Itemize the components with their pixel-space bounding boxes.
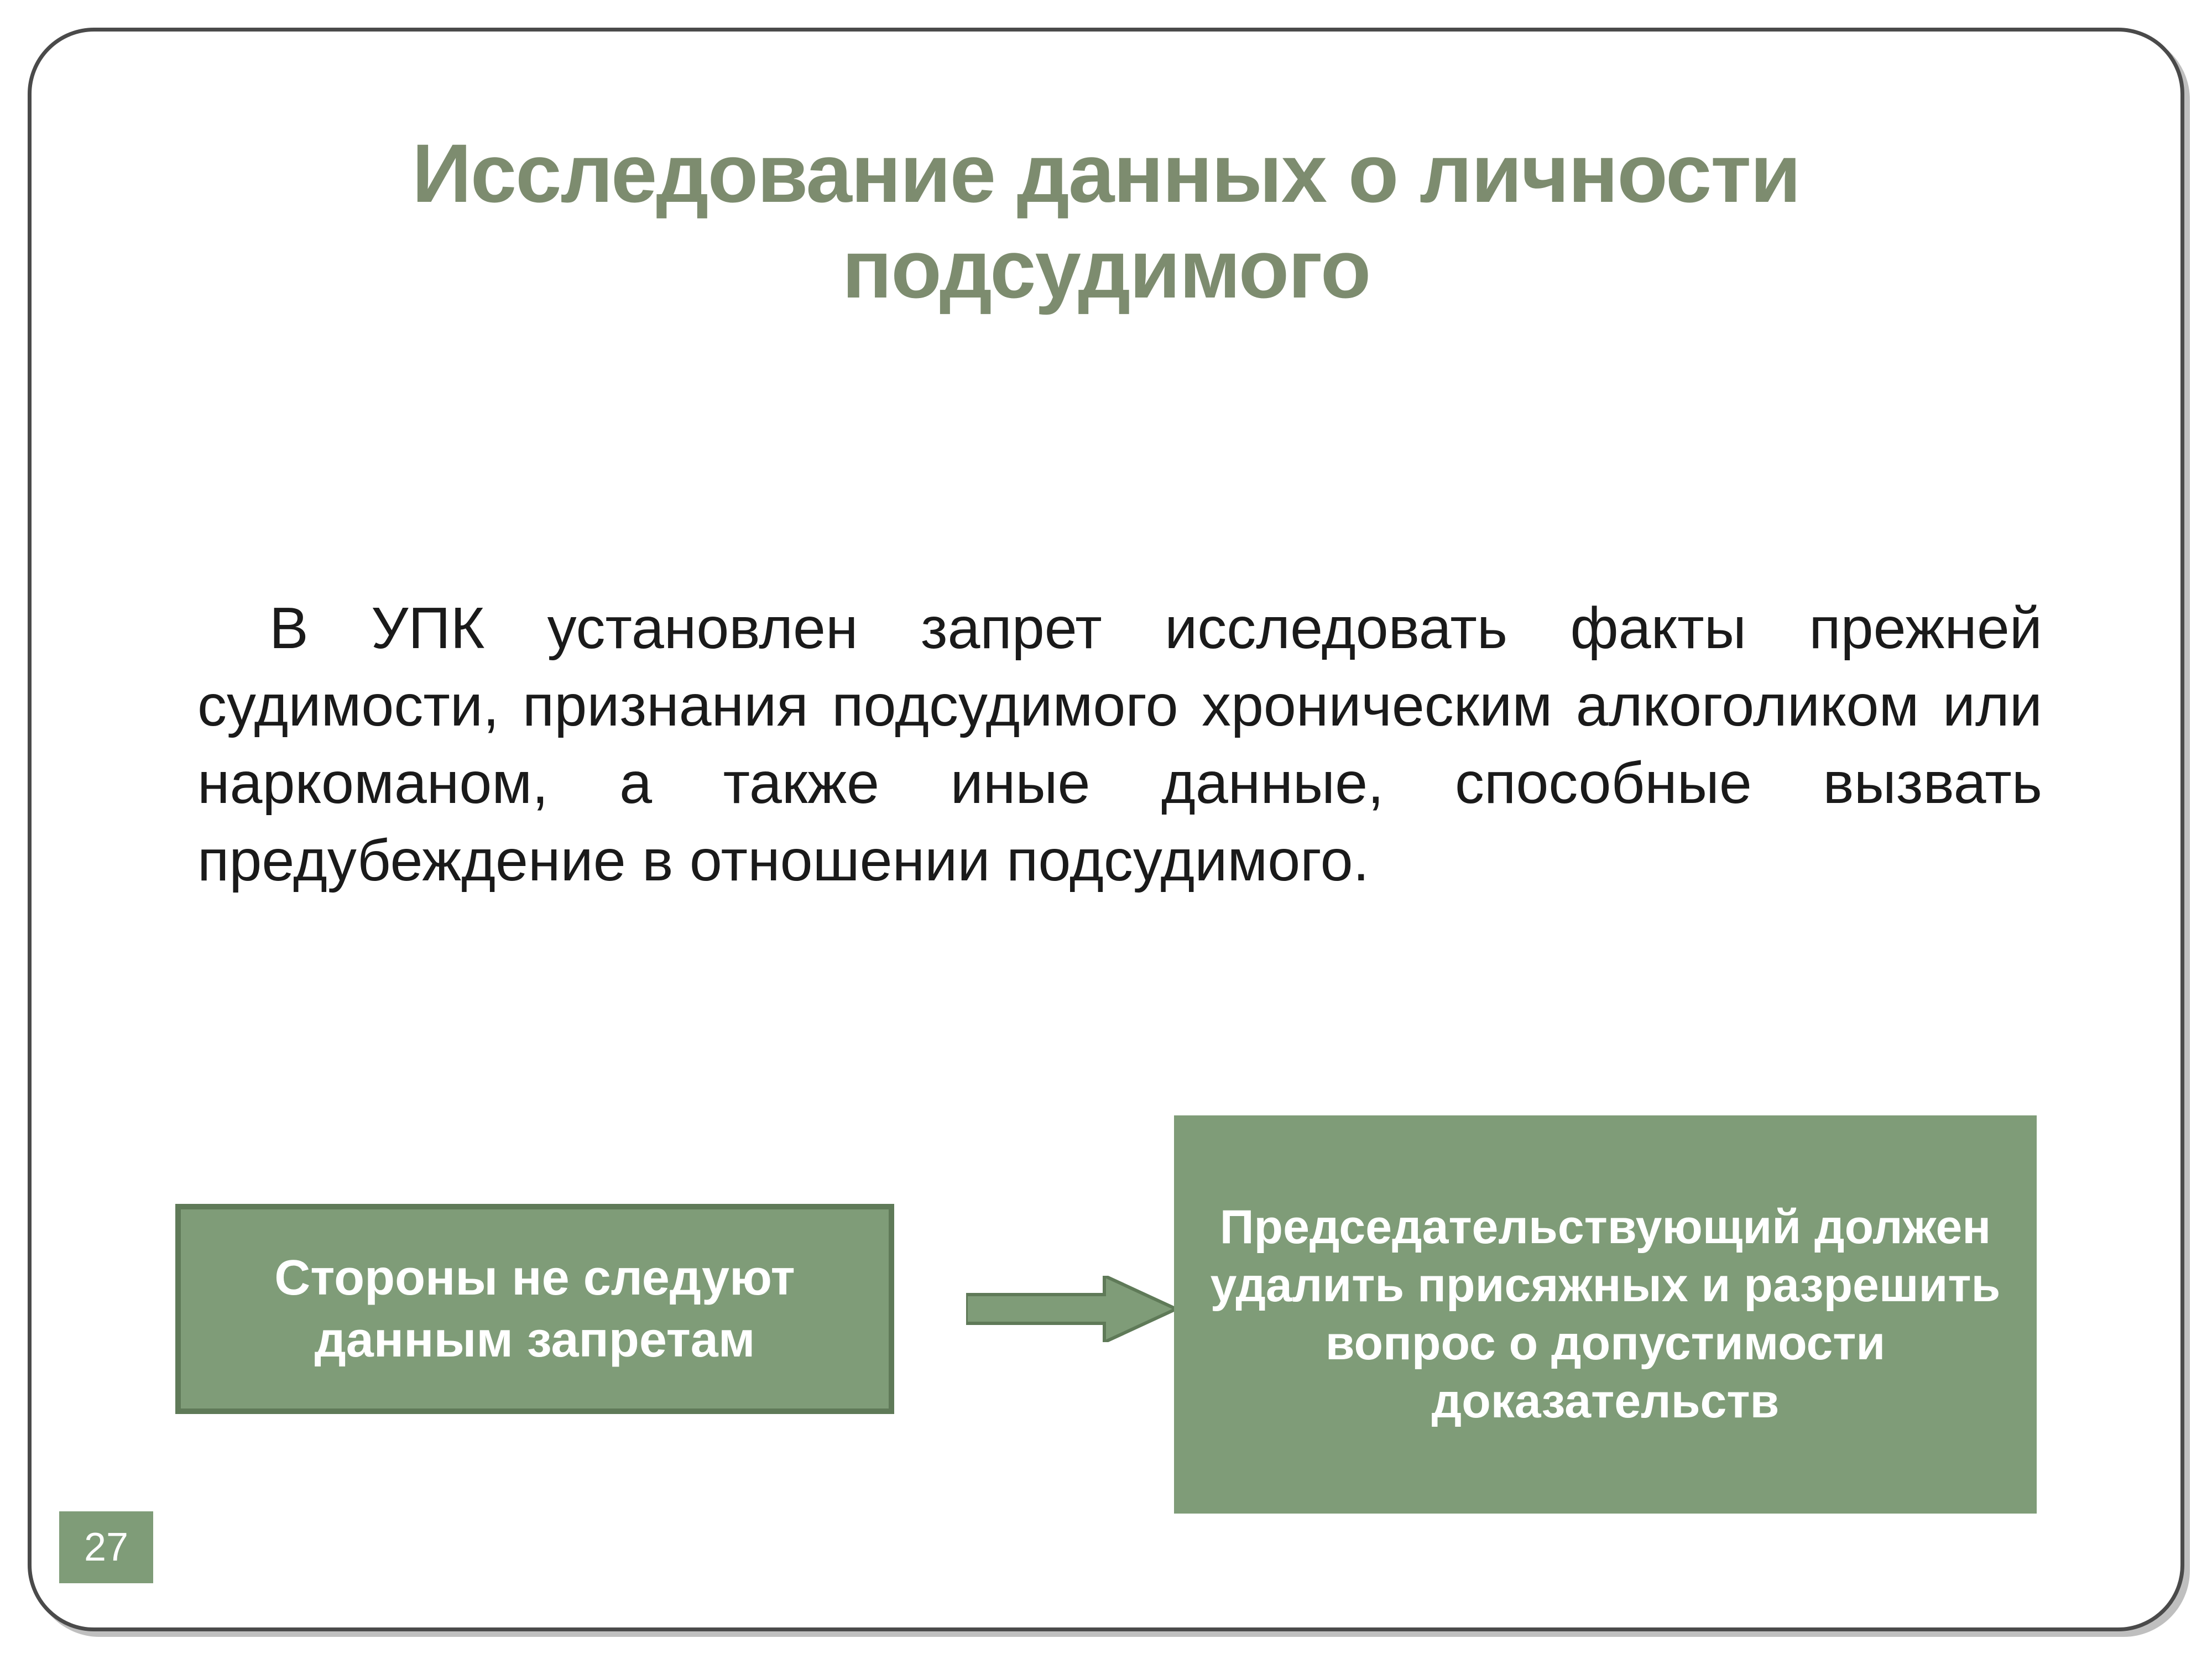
flowchart: Стороны не следуют данным запретам Предс… [175, 1138, 2037, 1525]
slide-title: Исследование данных о личности подсудимо… [32, 126, 2180, 316]
flow-node-right: Председательствующий должен удалить прис… [1174, 1115, 2037, 1514]
arrow-right-icon [966, 1276, 1176, 1342]
flow-node-left: Стороны не следуют данным запретам [175, 1204, 894, 1414]
page-number: 27 [84, 1525, 128, 1570]
flow-node-right-label: Председательствующий должен удалить прис… [1207, 1198, 2004, 1431]
page-number-badge: 27 [59, 1511, 153, 1583]
body-paragraph: В УПК установлен запрет исследовать факт… [197, 590, 2042, 900]
slide-frame: Исследование данных о личности подсудимо… [28, 28, 2184, 1631]
flow-node-left-label: Стороны не следуют данным запретам [214, 1247, 855, 1371]
